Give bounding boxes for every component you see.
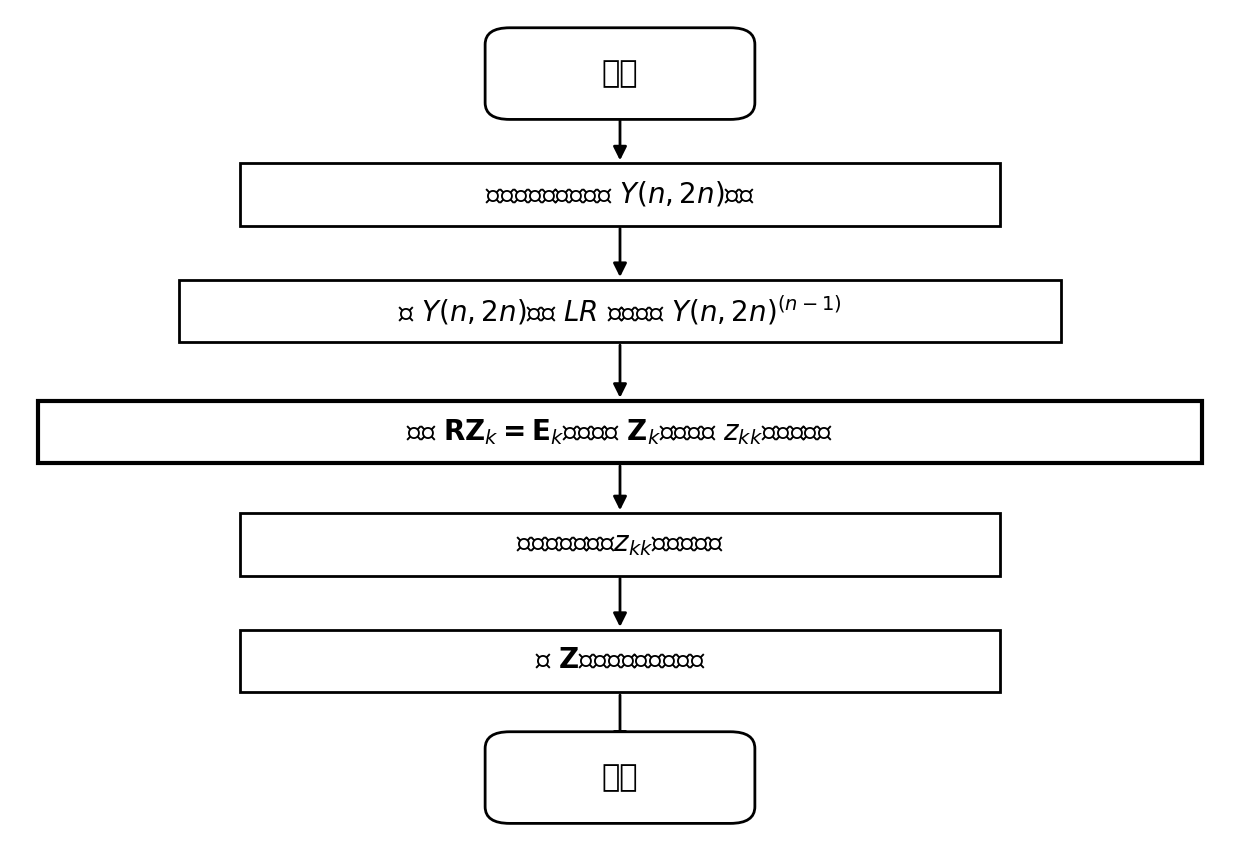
Text: 将 $\mathbf{Z}$阵数据写入数据文件: 将 $\mathbf{Z}$阵数据写入数据文件 <box>534 647 706 674</box>
Text: 结束: 结束 <box>601 762 639 793</box>
Bar <box>239 629 1001 692</box>
Bar <box>239 163 1001 225</box>
Bar <box>37 401 1203 463</box>
Bar <box>179 280 1061 342</box>
FancyBboxPatch shape <box>485 732 755 823</box>
Text: 对 $Y(n,2n)$进行 $LR$ 分解形成 $Y(n,2n)^{(n-1)}$: 对 $Y(n,2n)$进行 $LR$ 分解形成 $Y(n,2n)^{(n-1)}… <box>398 294 842 328</box>
Text: 读入数据文件，形成 $Y(n,2n)$数组: 读入数据文件，形成 $Y(n,2n)$数组 <box>485 180 755 209</box>
Text: 开始: 开始 <box>601 58 639 89</box>
Bar <box>239 513 1001 576</box>
Text: 根据 $\mathbf{RZ}_k\mathbf{=E}_k$回代求解 $\mathbf{Z}_k$阵对角元 $z_{kk}$及以上元素: 根据 $\mathbf{RZ}_k\mathbf{=E}_k$回代求解 $\ma… <box>407 417 833 446</box>
FancyBboxPatch shape <box>485 28 755 119</box>
Text: 根据对称性得到$z_{kk}$以左的元素: 根据对称性得到$z_{kk}$以左的元素 <box>516 531 724 558</box>
